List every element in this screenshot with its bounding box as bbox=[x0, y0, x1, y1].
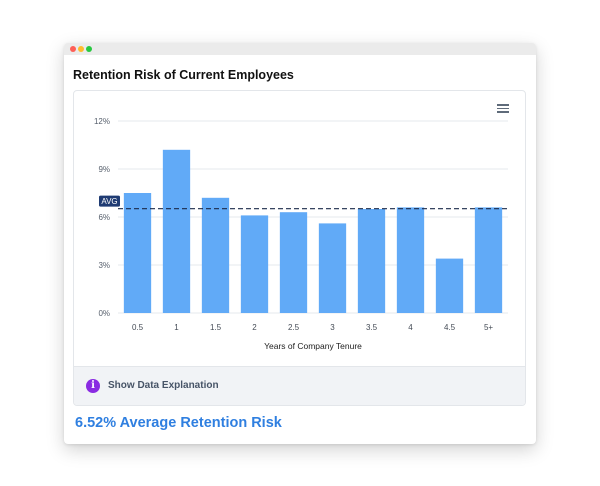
x-tick-label: 4.5 bbox=[444, 323, 456, 332]
bar bbox=[318, 223, 347, 313]
maximize-window-icon[interactable] bbox=[86, 46, 92, 52]
show-data-explanation-label: Show Data Explanation bbox=[108, 380, 219, 391]
bar bbox=[357, 209, 386, 313]
x-tick-label: 1.5 bbox=[210, 323, 222, 332]
x-axis-label: Years of Company Tenure bbox=[264, 341, 362, 351]
x-tick-label: 0.5 bbox=[132, 323, 144, 332]
x-tick-label: 1 bbox=[174, 323, 179, 332]
bar bbox=[123, 193, 152, 313]
y-tick-label: 6% bbox=[98, 213, 110, 222]
chart-panel: 0% 3% 6% 9% 12% 0.5 1 1.5 2 2.5 3 3.5 4 4.5 5+ Years of… bbox=[73, 90, 526, 406]
x-tick-label: 4 bbox=[408, 323, 413, 332]
bar bbox=[162, 149, 191, 313]
app-window: Retention Risk of Current Employees 0% 3%… bbox=[64, 43, 536, 444]
average-label: AVG bbox=[101, 197, 117, 206]
hamburger-menu-icon[interactable] bbox=[497, 103, 509, 113]
bar bbox=[396, 207, 425, 313]
y-tick-label: 12% bbox=[94, 117, 110, 126]
info-icon: i bbox=[86, 379, 100, 393]
bar bbox=[240, 215, 269, 313]
y-tick-label: 0% bbox=[98, 309, 110, 318]
x-tick-label: 2.5 bbox=[288, 323, 300, 332]
average-retention-summary: 6.52% Average Retention Risk bbox=[75, 415, 282, 431]
average-label-badge bbox=[99, 195, 120, 207]
y-tick-label: 3% bbox=[98, 261, 110, 270]
bar bbox=[201, 197, 230, 313]
x-tick-label: 2 bbox=[252, 323, 257, 332]
show-data-explanation-button[interactable]: i Show Data Explanation bbox=[74, 366, 525, 405]
bar bbox=[435, 258, 464, 313]
y-tick-label: 9% bbox=[98, 165, 110, 174]
window-titlebar bbox=[64, 43, 536, 55]
close-window-icon[interactable] bbox=[70, 46, 76, 52]
minimize-window-icon[interactable] bbox=[78, 46, 84, 52]
x-tick-label: 5+ bbox=[484, 323, 493, 332]
x-tick-label: 3.5 bbox=[366, 323, 378, 332]
bar bbox=[279, 212, 308, 313]
bar bbox=[474, 207, 503, 313]
x-tick-label: 3 bbox=[330, 323, 335, 332]
card-title: Retention Risk of Current Employees bbox=[73, 68, 294, 82]
retention-bar-chart: 0% 3% 6% 9% 12% 0.5 1 1.5 2 2.5 3 3.5 4 4.5 5+ Years of… bbox=[94, 117, 508, 351]
